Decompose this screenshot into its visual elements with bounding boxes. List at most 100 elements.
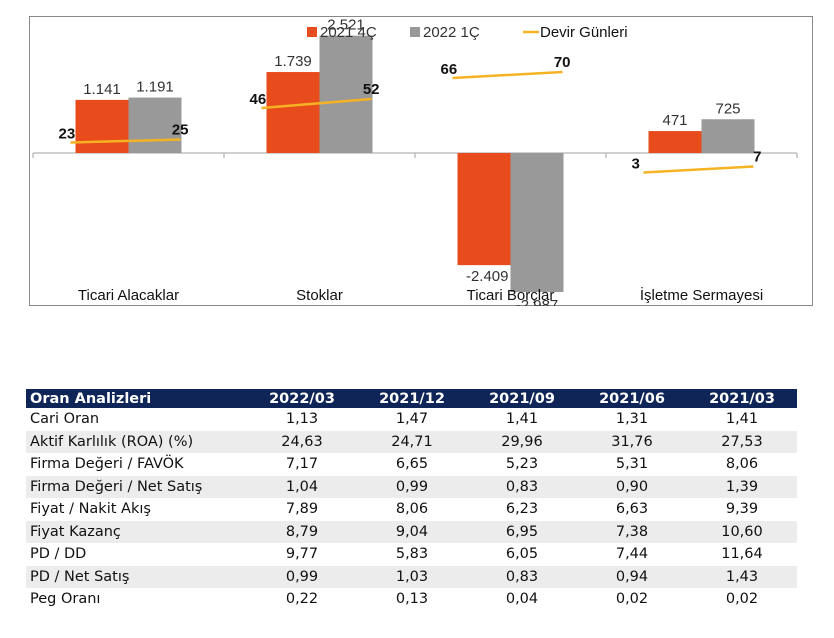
row-value: 0,13 [357, 588, 467, 611]
row-value: 6,63 [577, 498, 687, 521]
row-label: Cari Oran [26, 408, 247, 431]
row-value: 9,77 [247, 543, 357, 566]
table-header-period: 2021/12 [357, 389, 467, 408]
bar-series2 [510, 153, 564, 293]
bar-value-label: 1.141 [83, 81, 121, 98]
category-label: Stoklar [296, 287, 343, 304]
devir-start-label: 66 [441, 61, 458, 78]
row-value: 0,83 [467, 565, 577, 588]
row-value: 6,05 [467, 543, 577, 566]
row-label: Firma Değeri / Net Satış [26, 475, 247, 498]
row-label: PD / DD [26, 543, 247, 566]
table-row: Cari Oran 1,13 1,47 1,41 1,31 1,41 [26, 408, 797, 431]
row-value: 8,06 [357, 498, 467, 521]
row-value: 31,76 [577, 430, 687, 453]
bar-value-label: 725 [715, 100, 740, 117]
row-value: 5,83 [357, 543, 467, 566]
row-label: Peg Oranı [26, 588, 247, 611]
row-value: 8,06 [687, 453, 797, 476]
legend-swatch [307, 27, 317, 37]
row-label: Firma Değeri / FAVÖK [26, 453, 247, 476]
bar-series1 [266, 72, 320, 153]
row-label: PD / Net Satış [26, 565, 247, 588]
row-value: 1,13 [247, 408, 357, 431]
row-value: 8,79 [247, 520, 357, 543]
legend-swatch [410, 27, 420, 37]
table-header-period: 2021/06 [577, 389, 687, 408]
table-row: Aktif Karlılık (ROA) (%) 24,63 24,71 29,96 3… [26, 430, 797, 453]
chart-canvas: 1.141 1.191 Ticari Alacaklar 1.739 2.521 Stok… [29, 16, 813, 306]
row-value: 0,02 [577, 588, 687, 611]
table-row: Fiyat / Nakit Akış 7,89 8,06 6,23 6,63 9,39 [26, 498, 797, 521]
row-value: 10,60 [687, 520, 797, 543]
row-value: 0,02 [687, 588, 797, 611]
legend-label: 2021 4Ç [320, 24, 377, 41]
devir-end-label: 70 [554, 54, 571, 71]
bar-value-label: 471 [662, 112, 687, 129]
row-value: 6,23 [467, 498, 577, 521]
row-value: 1,41 [687, 408, 797, 431]
table-header-period: 2021/03 [687, 389, 797, 408]
bar-value-label: -2.987 [516, 297, 559, 306]
row-value: 7,44 [577, 543, 687, 566]
row-value: 0,90 [577, 475, 687, 498]
row-value: 0,83 [467, 475, 577, 498]
table-header-label: Oran Analizleri [26, 389, 247, 408]
row-label: Aktif Karlılık (ROA) (%) [26, 430, 247, 453]
row-label: Fiyat Kazanç [26, 520, 247, 543]
bar-series1 [457, 153, 511, 266]
row-value: 9,39 [687, 498, 797, 521]
row-value: 27,53 [687, 430, 797, 453]
bar-series1 [75, 99, 129, 153]
row-value: 1,31 [577, 408, 687, 431]
bar-series1 [648, 131, 702, 153]
table-body: Cari Oran 1,13 1,47 1,41 1,31 1,41 Aktif Karlı… [26, 408, 797, 611]
row-value: 0,99 [247, 565, 357, 588]
row-value: 0,99 [357, 475, 467, 498]
devir-gunleri-line [261, 97, 372, 110]
legend-label: Devir Günleri [540, 24, 628, 41]
bar-series2 [128, 97, 182, 153]
bar-series2 [701, 119, 755, 153]
row-value: 0,94 [577, 565, 687, 588]
chart-frame [29, 16, 813, 306]
table-header-period: 2021/09 [467, 389, 577, 408]
bar-series2 [319, 35, 373, 153]
devir-gunleri-line [452, 70, 563, 80]
devir-end-label: 25 [172, 122, 189, 139]
bar-value-label: -2.409 [466, 268, 509, 285]
legend-label: 2022 1Ç [423, 24, 480, 41]
working-capital-chart: 1.141 1.191 Ticari Alacaklar 1.739 2.521 Stok… [29, 16, 813, 306]
table-row: Firma Değeri / FAVÖK 7,17 6,65 5,23 5,31 8,06 [26, 453, 797, 476]
row-value: 24,71 [357, 430, 467, 453]
row-value: 1,47 [357, 408, 467, 431]
devir-end-label: 7 [753, 149, 761, 166]
category-label: Ticari Borçlar [467, 287, 555, 304]
row-value: 0,04 [467, 588, 577, 611]
row-value: 6,65 [357, 453, 467, 476]
row-value: 9,04 [357, 520, 467, 543]
table-row: PD / Net Satış 0,99 1,03 0,83 0,94 1,43 [26, 565, 797, 588]
category-label: Ticari Alacaklar [78, 287, 179, 304]
table-row: Firma Değeri / Net Satış 1,04 0,99 0,83 0,90… [26, 475, 797, 498]
table-row: Fiyat Kazanç 8,79 9,04 6,95 7,38 10,60 [26, 520, 797, 543]
category-label: İşletme Sermayesi [640, 286, 763, 304]
row-value: 1,04 [247, 475, 357, 498]
row-value: 5,23 [467, 453, 577, 476]
row-value: 1,03 [357, 565, 467, 588]
row-value: 1,43 [687, 565, 797, 588]
row-label: Fiyat / Nakit Akış [26, 498, 247, 521]
row-value: 24,63 [247, 430, 357, 453]
row-value: 7,89 [247, 498, 357, 521]
bar-value-label: 2.521 [327, 17, 365, 34]
devir-start-label: 46 [250, 91, 267, 108]
row-value: 1,41 [467, 408, 577, 431]
row-value: 5,31 [577, 453, 687, 476]
devir-gunleri-line [70, 138, 181, 144]
row-value: 29,96 [467, 430, 577, 453]
devir-start-label: 3 [632, 156, 640, 173]
row-value: 0,22 [247, 588, 357, 611]
ratio-analysis-table: Oran Analizleri 2022/03 2021/12 2021/09 2021… [26, 389, 797, 611]
row-value: 6,95 [467, 520, 577, 543]
row-value: 1,39 [687, 475, 797, 498]
